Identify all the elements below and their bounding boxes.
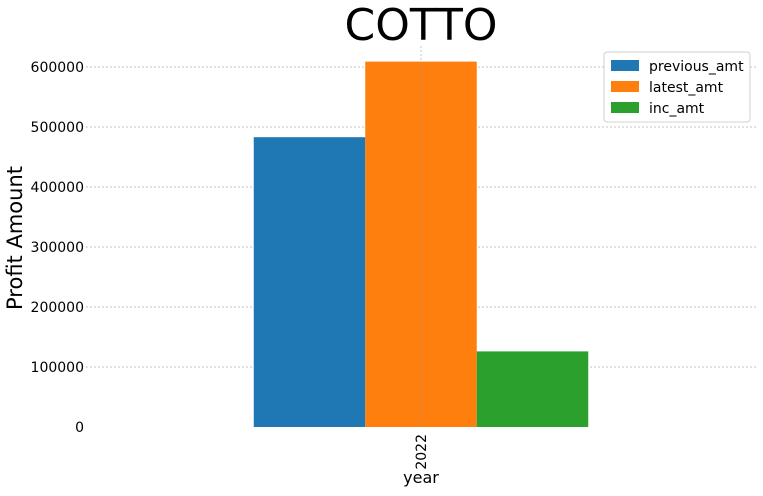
legend-label: latest_amt	[649, 80, 724, 96]
bar-latest-amt	[365, 61, 477, 427]
legend-label: previous_amt	[649, 59, 744, 75]
legend-swatch	[611, 60, 639, 71]
y-tick-label: 600000	[31, 60, 84, 76]
legend-swatch	[611, 81, 639, 92]
x-axis-label: year	[403, 468, 439, 487]
legend-label: inc_amt	[649, 101, 705, 117]
y-tick-label: 100000	[31, 360, 84, 376]
legend: previous_amt latest_amt inc_amt	[603, 51, 751, 123]
y-tick-label: 0	[75, 420, 84, 436]
legend-items: previous_amt latest_amt inc_amt	[611, 59, 744, 117]
chart-title: COTTO	[345, 0, 498, 51]
x-tick-label: 2022	[414, 434, 430, 470]
y-tick-label: 300000	[31, 240, 84, 256]
bar-previous-amt	[253, 137, 366, 427]
x-axis-ticks: 2022	[414, 434, 430, 470]
bars-layer	[253, 61, 589, 427]
y-tick-label: 400000	[31, 180, 84, 196]
legend-swatch	[611, 102, 639, 113]
y-tick-label: 200000	[31, 300, 84, 316]
bar-inc-amt	[476, 351, 589, 427]
legend-frame	[603, 51, 751, 123]
y-tick-label: 500000	[31, 120, 84, 136]
y-axis-label: Profit Amount	[3, 166, 27, 310]
y-axis-ticks: 0 100000 200000 300000 400000 500000 600000	[31, 60, 84, 436]
